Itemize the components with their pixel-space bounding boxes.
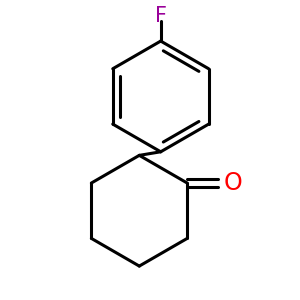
Text: F: F — [155, 6, 167, 26]
Text: O: O — [223, 171, 242, 195]
